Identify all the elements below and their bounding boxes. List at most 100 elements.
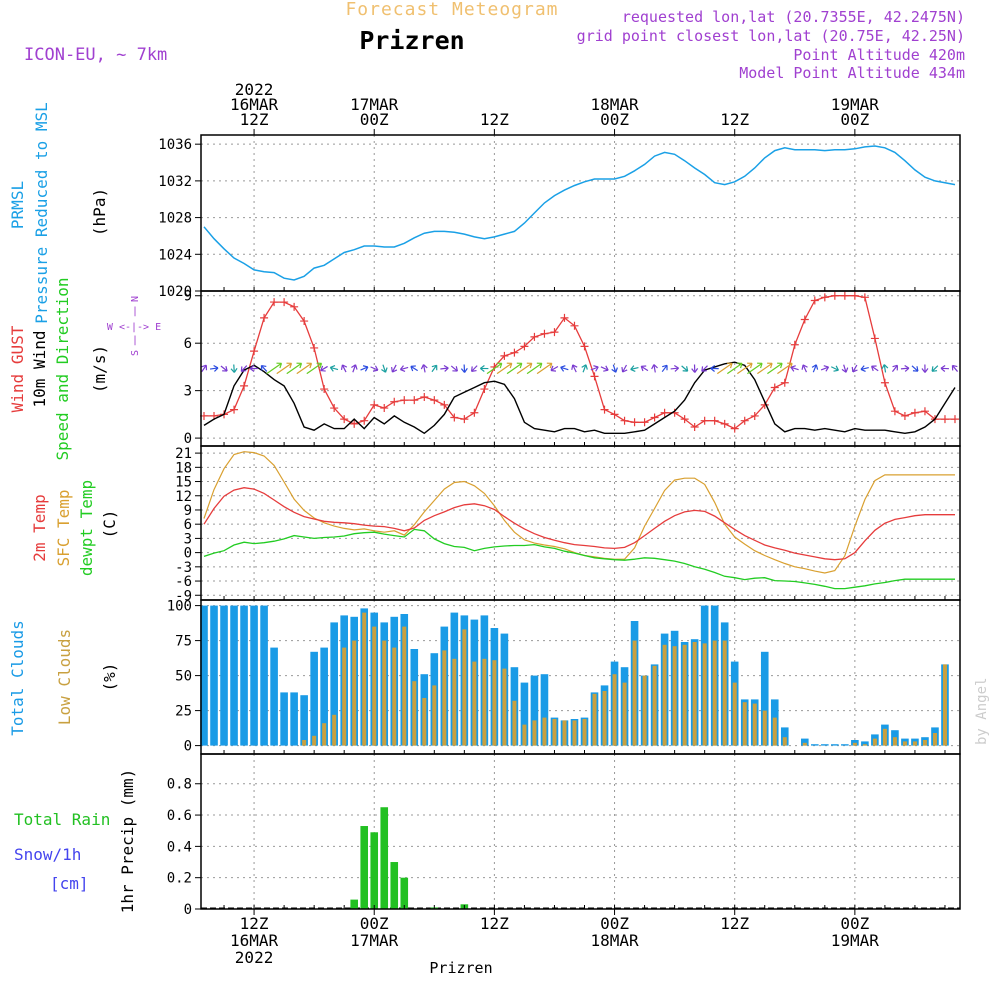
y-tick-label: 1024 xyxy=(158,247,192,263)
wind-direction-arrow xyxy=(249,365,259,372)
wind-arrow-head xyxy=(621,366,628,373)
gust-marker xyxy=(810,296,819,305)
gust-marker xyxy=(430,396,439,405)
time-label-top: 12Z xyxy=(240,110,269,129)
gust-marker xyxy=(650,413,659,422)
wind-arrow-shaft xyxy=(860,367,869,370)
wind-direction-arrow xyxy=(296,362,313,375)
wind-direction-arrow xyxy=(600,365,609,372)
time-label-top: 16MAR xyxy=(230,95,279,114)
precip-unit-label: 1hr Precip (mm) xyxy=(118,769,137,914)
wind-arrow-shaft xyxy=(812,364,817,373)
low-clouds-label: Low Clouds xyxy=(55,629,74,725)
gust-marker xyxy=(530,332,539,341)
wind-arrow-head xyxy=(787,362,793,369)
wind-direction-arrow xyxy=(381,364,388,373)
time-label-bottom: 12Z xyxy=(720,914,749,933)
wind-arrow-shaft xyxy=(486,362,503,375)
wind-arrow-shaft xyxy=(286,362,302,375)
wind-arrow-shaft xyxy=(496,362,513,375)
time-label-top: 00Z xyxy=(840,110,869,129)
location-title: Prizren xyxy=(359,26,464,55)
wind-direction-arrow xyxy=(860,365,869,372)
total-cloud-bar xyxy=(520,682,529,746)
y-tick-label: 0 xyxy=(184,739,192,755)
gust-marker xyxy=(380,404,389,413)
gust-marker xyxy=(450,413,459,422)
wind-direction-arrow xyxy=(410,365,418,372)
low-cloud-bar xyxy=(442,650,447,746)
wind-arrow-head xyxy=(286,362,293,369)
pressure-line xyxy=(203,145,956,281)
point-altitude: Point Altitude 420m xyxy=(793,46,965,64)
wind-arrow-shaft xyxy=(306,362,322,375)
time-label-top: 19MAR xyxy=(831,95,880,114)
wind-arrow-shaft xyxy=(506,362,523,375)
y-tick-label: 75 xyxy=(175,634,192,650)
wind-arrow-head xyxy=(757,362,763,369)
low-cloud-bar xyxy=(532,720,537,746)
wind-direction-arrow xyxy=(496,362,513,375)
wind-arrow-head xyxy=(420,364,428,370)
time-label-top: 18MAR xyxy=(590,95,639,114)
gust-marker xyxy=(350,419,359,428)
gust-marker xyxy=(620,416,629,425)
time-label-bottom: 16MAR xyxy=(230,931,279,950)
wind-arrow-shaft xyxy=(330,366,339,371)
gust-marker xyxy=(640,418,649,427)
low-cloud-bar xyxy=(932,733,937,746)
wind-arrow-head xyxy=(790,365,796,372)
temperature-panel-labels: 2m Temp SFC Temp dewpt Temp (C) xyxy=(30,480,119,576)
y-tick-label: 3 xyxy=(184,384,192,400)
low-cloud-bar xyxy=(512,700,517,746)
wind-arrow-head xyxy=(931,366,938,372)
wind-arrow-shaft xyxy=(370,366,379,371)
y-tick-label: 9 xyxy=(184,503,192,519)
gust-marker xyxy=(710,416,719,425)
gust-marker xyxy=(800,315,809,324)
low-cloud-bar xyxy=(402,626,407,746)
low-cloud-bar xyxy=(332,714,337,746)
wind-arrow-shaft xyxy=(726,362,743,375)
wind-arrow-shaft xyxy=(550,365,559,372)
low-cloud-bar xyxy=(622,682,627,746)
wind-direction-arrow xyxy=(871,365,879,372)
wind-arrow-shaft xyxy=(266,362,282,375)
wind-direction-arrow xyxy=(710,365,719,372)
low-cloud-bar xyxy=(562,720,567,746)
low-cloud-bar xyxy=(642,675,647,746)
wind-arrow-shaft xyxy=(931,365,939,372)
wind-arrow-shaft xyxy=(201,364,207,373)
wind-arrow-shaft xyxy=(830,366,839,371)
wind-direction-arrow xyxy=(470,365,478,372)
gust-marker xyxy=(270,298,279,307)
low-cloud-bar xyxy=(612,674,617,746)
wind-arrow-head xyxy=(921,368,929,373)
wind-arrow-shaft xyxy=(757,362,773,375)
wind-arrow-shaft xyxy=(767,362,783,375)
wind-arrow-shaft xyxy=(891,364,898,373)
wind-arrow-shaft xyxy=(820,366,829,371)
wind-arrow-head xyxy=(710,365,716,372)
wind-direction-arrow xyxy=(621,364,628,373)
compass-bar-top: | xyxy=(132,306,138,317)
wind-arrow-shaft xyxy=(701,365,708,372)
low-cloud-bar xyxy=(322,723,327,746)
wind-direction-arrow xyxy=(747,362,763,375)
total-cloud-bar xyxy=(811,744,819,746)
y-tick-label: -3 xyxy=(175,560,192,576)
total-cloud-bar xyxy=(530,675,539,746)
low-cloud-bar xyxy=(672,646,677,746)
temp-2m-line xyxy=(203,487,955,561)
wind-10m-label: 10m Wind xyxy=(30,330,49,407)
wind-direction-arrow xyxy=(230,364,238,373)
low-cloud-bar xyxy=(882,728,887,746)
wind-direction-arrow xyxy=(460,364,468,373)
low-cloud-bar xyxy=(592,693,597,746)
low-cloud-bar xyxy=(722,640,727,746)
wind-arrow-shaft xyxy=(716,362,733,375)
wind-arrow-head xyxy=(851,366,858,373)
wind-direction-arrow xyxy=(881,364,889,373)
wind-arrow-shaft xyxy=(422,364,426,373)
y-tick-label: 0 xyxy=(184,902,192,918)
